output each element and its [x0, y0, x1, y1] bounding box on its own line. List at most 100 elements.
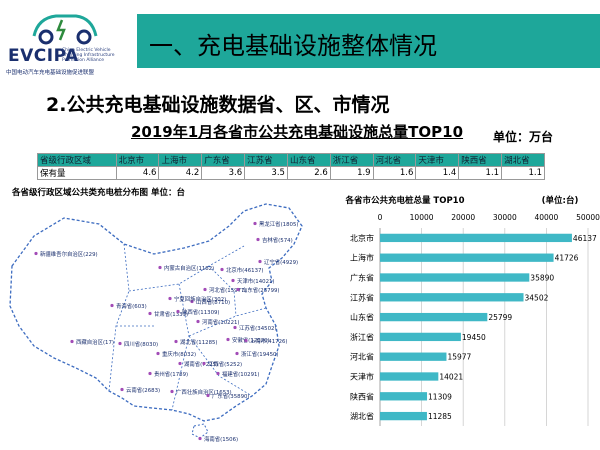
map-dot — [110, 303, 114, 308]
table-cell: 3.5 — [244, 166, 288, 180]
map-dot — [118, 341, 122, 346]
x-tick-label: 10000 — [410, 213, 434, 222]
map-label: 辽宁省(4929) — [264, 258, 298, 266]
bar — [380, 273, 530, 282]
map-dot — [190, 299, 194, 304]
map-dot — [176, 309, 180, 314]
bar — [380, 372, 439, 381]
map-dot — [203, 287, 207, 292]
map-dot — [196, 319, 200, 324]
map-dot — [158, 265, 162, 270]
bar-value-label: 15977 — [447, 353, 471, 362]
bar — [380, 392, 428, 401]
bar-value-label: 14021 — [439, 373, 463, 382]
map-dot — [226, 337, 230, 342]
map-dot — [233, 325, 237, 330]
logo-text: EVCIPA — [8, 46, 79, 66]
bar-value-label: 25799 — [488, 313, 512, 322]
map-internal-borders — [108, 243, 267, 411]
table-row-label: 保有量 — [37, 166, 117, 180]
map-label: 内蒙古自治区(1182) — [164, 264, 214, 272]
bar-value-label: 34502 — [525, 293, 549, 302]
x-tick-label: 0 — [378, 213, 383, 222]
map-label: 云南省(2683) — [126, 386, 160, 394]
map-label: 宁夏回族自治区(302) — [174, 295, 226, 303]
map-dot — [148, 371, 152, 376]
map-label: 北京市(46137) — [226, 266, 264, 274]
bar-value-label: 11285 — [428, 412, 452, 421]
chart-title: 各省市公共充电桩总量 TOP10 — [344, 195, 464, 206]
bar — [380, 411, 427, 421]
map-dot — [178, 361, 182, 366]
map-label: 新疆维吾尔自治区(229) — [40, 250, 98, 258]
table-header-cell: 河北省 — [372, 153, 417, 167]
map-label: 安徽省(12020) — [232, 336, 270, 344]
table-cell: 1.1 — [501, 166, 545, 180]
category-label: 山东省 — [350, 312, 374, 322]
table-header-cell: 北京市 — [115, 153, 160, 167]
map-dot — [236, 287, 240, 292]
map-dot — [220, 267, 224, 272]
table-unit: 单位：万台 — [493, 130, 554, 144]
hainan-island — [191, 423, 209, 439]
table-header-cell: 山东省 — [286, 153, 331, 167]
category-label: 广东省 — [350, 273, 374, 283]
table-header-cell: 广东省 — [201, 153, 246, 167]
map-label: 黑龙江省(1805) — [259, 220, 299, 228]
bar-chart: 各省市公共充电桩总量 TOP10 (单位:台) 0 10000 20000 30000… — [344, 195, 600, 426]
category-label: 陕西省 — [350, 391, 374, 401]
map-title: 各省级行政区域公共类充电桩分布图 单位：台 — [12, 188, 185, 198]
table-header-cell: 江苏省 — [244, 153, 288, 167]
map-label: 广东省(35890) — [212, 392, 250, 400]
category-label: 北京市 — [350, 233, 374, 243]
map-label: 贵州省(1789) — [154, 370, 188, 378]
map-label: 重庆市(8032) — [162, 350, 196, 358]
category-label: 上海市 — [350, 253, 374, 263]
map-label: 四川省(8030) — [124, 340, 158, 348]
map-label: 天津市(14021) — [237, 277, 275, 285]
bar — [380, 332, 461, 342]
map-label: 山东省(25799) — [242, 286, 280, 294]
map-dot — [235, 351, 239, 356]
map-dot — [168, 296, 172, 301]
map-dot — [244, 338, 248, 343]
logo: EVCIPA China Electric Vehicle Charging I… — [4, 6, 124, 78]
map-outline — [9, 203, 303, 422]
category-label: 河北省 — [350, 352, 374, 362]
map-label: 青海省(603) — [116, 302, 147, 310]
table-title: 2019年1月各省市公共充电基础设施总量TOP10 — [131, 123, 464, 141]
map-label: 吉林省(574) — [262, 236, 293, 244]
chart-unit: (单位:台) — [542, 195, 579, 206]
table-cell: 1.4 — [415, 166, 460, 180]
map-dot — [156, 351, 160, 356]
table-header-cell: 天津市 — [415, 153, 460, 167]
category-label: 天津市 — [350, 372, 374, 382]
x-tick-label: 50000 — [576, 213, 600, 222]
bar-value-label: 35890 — [530, 274, 554, 283]
map-dot — [231, 278, 235, 283]
map-labels: 黑龙江省(1805) 吉林省(574) 辽宁省(4929)北京市(46137) 天津市… — [34, 220, 299, 443]
bar-value-label: 11309 — [428, 392, 452, 401]
map-label: 河北省(15977) — [209, 286, 247, 294]
map-label: 陕西省(11309) — [182, 308, 220, 316]
map-dot — [202, 361, 206, 366]
map-label: 福建省(10291) — [222, 370, 260, 378]
bar-value-label: 41726 — [555, 254, 579, 263]
table-header-cell: 省级行政区域 — [37, 153, 117, 167]
map-dot — [258, 259, 262, 264]
bar — [380, 312, 488, 322]
table-header-cell: 陕西省 — [458, 153, 503, 167]
map-label: 广西壮族自治区(1653) — [176, 388, 232, 396]
map-dot — [216, 371, 220, 376]
map-label: 江苏省(34502) — [239, 324, 277, 332]
map-label: 湖北省(11285) — [180, 338, 218, 346]
map-label: 河南省(10221) — [202, 318, 240, 326]
page-title: 一、充电基础设施整体情况 — [149, 32, 437, 60]
map-dot — [120, 387, 124, 392]
bar-value-label: 19450 — [462, 333, 486, 342]
table-cell: 3.6 — [201, 166, 246, 180]
table-cell: 4.2 — [158, 166, 203, 180]
map-label: 湖南省(7225) — [184, 360, 218, 368]
map-dot — [170, 389, 174, 394]
table-header-row: 省级行政区域 北京市 上海市 广东省 江苏省 山东省 浙江省 河北省 天津市 陕… — [37, 153, 545, 167]
